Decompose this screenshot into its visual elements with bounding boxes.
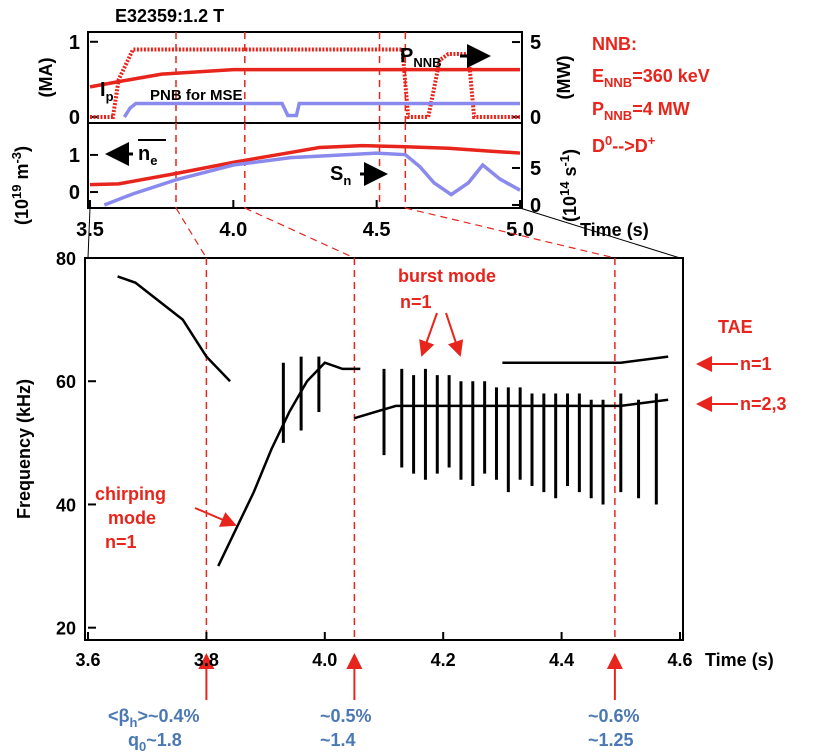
annotation: mode: [108, 508, 156, 528]
x-tick-label: 4.0: [219, 219, 247, 241]
x-tick-label: 4.4: [549, 650, 574, 670]
plot-frame: [87, 122, 523, 209]
series-label: Ip: [100, 79, 114, 104]
plot-frame: [87, 31, 523, 124]
mode-trace: [217, 361, 361, 567]
x-tick-label: 4.0: [312, 650, 337, 670]
x-tick-label: 3.6: [75, 650, 100, 670]
connector: [244, 207, 355, 259]
series-line: [90, 47, 520, 120]
x-tick-label: 4.5: [363, 219, 391, 241]
y-tick-label: 20: [56, 619, 76, 639]
y-tick-label: 40: [56, 495, 76, 515]
arrow: [419, 312, 438, 357]
x-axis-label: Time (s): [705, 650, 774, 670]
annotation: ~1.4: [320, 730, 356, 750]
y-tick-label: 0: [69, 182, 80, 204]
annotation: burst mode: [398, 266, 496, 286]
series-line: [122, 101, 520, 118]
annotation: D0-->D+: [592, 133, 656, 156]
y-tick-label: 1: [69, 32, 80, 54]
y2-tick-label: 5: [530, 158, 541, 180]
y-tick-label: 0: [69, 107, 80, 129]
y-axis-label: Frequency (kHz): [14, 379, 34, 519]
annotation: ~0.6%: [588, 706, 640, 726]
annotation: n=2,3: [740, 394, 787, 414]
y-tick-label: 1: [69, 145, 80, 167]
x-axis-label: Time (s): [580, 220, 649, 240]
arrow: [194, 507, 237, 527]
annotation: n=1: [400, 292, 432, 312]
x-tick-label: 5.0: [506, 219, 534, 241]
series-label: Sn: [330, 163, 351, 188]
x-tick-label: 4.2: [431, 650, 456, 670]
y2-tick-label: 0: [530, 195, 541, 217]
annotation: TAE: [718, 317, 753, 337]
series-line: [89, 67, 520, 89]
series-label: PNNB: [400, 45, 442, 70]
zoom-line: [519, 207, 681, 259]
y-axis-label: (1019 m-3): [9, 146, 32, 225]
connector: [175, 207, 207, 259]
zoom-line: [87, 207, 91, 259]
y2-tick-label: 0: [530, 107, 541, 129]
y2-tick-label: 5: [530, 32, 541, 54]
series-label: PNB for MSE: [150, 87, 243, 104]
annotation: ~1.25: [588, 730, 634, 750]
y2-axis-label: (1014 s-1): [557, 149, 580, 222]
annotation: q0~1.8: [128, 730, 182, 754]
annotation: n=1: [740, 354, 772, 374]
mode-trace: [354, 398, 669, 420]
x-tick-label: 3.5: [76, 219, 104, 241]
annotation: chirping: [95, 484, 166, 504]
x-tick-label: 3.8: [194, 650, 219, 670]
series-label: ne: [138, 143, 157, 168]
plot-frame: [84, 257, 684, 641]
annotation: NNB:: [592, 34, 637, 54]
series-line: [103, 151, 521, 207]
chart-title: E32359:1.2 T: [115, 6, 224, 26]
series-line: [89, 143, 521, 187]
annotation: n=1: [105, 532, 137, 552]
annotation: ENNB=360 keV: [592, 66, 710, 90]
y-tick-label: 60: [56, 372, 76, 392]
x-tick-label: 4.6: [667, 650, 692, 670]
mode-trace: [117, 275, 231, 383]
annotation: <βh>~0.4%: [108, 706, 200, 730]
arrow: [445, 312, 464, 357]
annotation: PNNB=4 MW: [592, 99, 690, 123]
annotation: ~0.5%: [320, 706, 372, 726]
y-tick-label: 80: [56, 249, 76, 269]
mode-trace: [502, 355, 669, 364]
y2-axis-label: (MW): [554, 56, 574, 100]
y-axis-label: (MA): [36, 58, 56, 98]
